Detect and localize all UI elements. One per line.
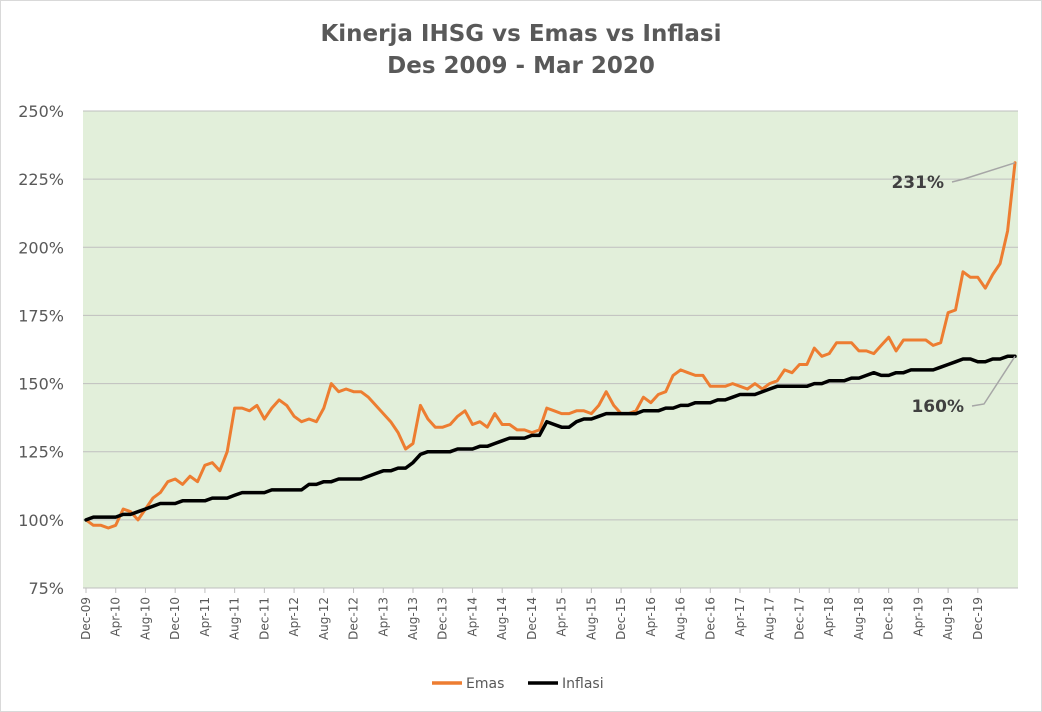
y-tick-label: 200% bbox=[18, 238, 64, 257]
chart-title: Kinerja IHSG vs Emas vs Inflasi bbox=[320, 21, 722, 47]
series-line-emas bbox=[84, 161, 1017, 530]
x-tick-label: Dec-14 bbox=[525, 597, 539, 640]
y-tick-label: 100% bbox=[18, 511, 64, 530]
x-tick-label: Dec-19 bbox=[971, 597, 985, 640]
y-tick-label: 225% bbox=[18, 170, 64, 189]
legend-label-inflasi: Inflasi bbox=[562, 676, 604, 692]
x-tick-label: Aug-19 bbox=[941, 597, 955, 640]
x-tick-label: Dec-16 bbox=[703, 597, 717, 640]
x-tick-label: Apr-13 bbox=[376, 597, 390, 637]
annotation-leader-line bbox=[971, 355, 1016, 407]
x-tick-label: Aug-15 bbox=[584, 597, 598, 640]
x-tick-label: Aug-16 bbox=[674, 597, 688, 640]
x-tick-label: Apr-16 bbox=[644, 597, 658, 637]
x-tick-label: Aug-12 bbox=[317, 597, 331, 640]
x-tick-label: Apr-15 bbox=[555, 597, 569, 637]
x-axis-ticks: Dec-09 Apr-10 Aug-10 Dec-10 Apr-11 Aug-11 Dec-… bbox=[79, 588, 985, 640]
x-tick-label: Apr-12 bbox=[287, 597, 301, 637]
legend-label-emas: Emas bbox=[466, 676, 504, 692]
end-value-label: 231% bbox=[891, 173, 944, 193]
x-tick-label: Apr-18 bbox=[822, 597, 836, 637]
y-tick-label: 75% bbox=[28, 579, 64, 598]
annotation-leader-line bbox=[951, 162, 1016, 183]
y-tick-label: 150% bbox=[18, 375, 64, 394]
x-tick-label: Apr-11 bbox=[198, 597, 212, 637]
chart-title-block: Kinerja IHSG vs Emas vs Inflasi Des 2009… bbox=[0, 18, 1042, 82]
x-tick-label: Dec-15 bbox=[614, 597, 628, 640]
annotations: 231% 160% bbox=[891, 162, 1016, 417]
x-tick-label: Aug-18 bbox=[852, 597, 866, 640]
x-tick-label: Dec-09 bbox=[79, 597, 93, 640]
y-tick-label: 175% bbox=[18, 306, 64, 325]
x-tick-label: Aug-17 bbox=[763, 597, 777, 640]
x-tick-label: Aug-10 bbox=[138, 597, 152, 640]
y-axis-ticks: 75% 100% 125% 150% 175% 200% 225% 250% bbox=[18, 102, 64, 598]
series-line-inflasi bbox=[84, 354, 1017, 522]
x-tick-label: Apr-17 bbox=[733, 597, 747, 637]
chart-subtitle: Des 2009 - Mar 2020 bbox=[387, 53, 655, 79]
x-tick-label: Aug-14 bbox=[495, 597, 509, 640]
x-tick-label: Aug-11 bbox=[228, 597, 242, 640]
x-tick-label: Dec-13 bbox=[436, 597, 450, 640]
x-tick-label: Apr-14 bbox=[465, 597, 479, 637]
x-tick-label: Dec-17 bbox=[792, 597, 806, 640]
legend: Emas Inflasi bbox=[432, 676, 604, 692]
y-tick-label: 125% bbox=[18, 443, 64, 462]
x-tick-label: Apr-10 bbox=[109, 597, 123, 637]
x-tick-label: Dec-11 bbox=[257, 597, 271, 640]
x-tick-label: Dec-10 bbox=[168, 597, 182, 640]
end-value-label: 160% bbox=[911, 397, 964, 417]
gridlines bbox=[83, 110, 1018, 589]
x-tick-label: Dec-18 bbox=[882, 597, 896, 640]
series-lines bbox=[84, 161, 1017, 530]
y-tick-label: 250% bbox=[18, 102, 64, 121]
x-tick-label: Apr-19 bbox=[911, 597, 925, 637]
x-tick-label: Dec-12 bbox=[347, 597, 361, 640]
x-tick-label: Aug-13 bbox=[406, 597, 420, 640]
